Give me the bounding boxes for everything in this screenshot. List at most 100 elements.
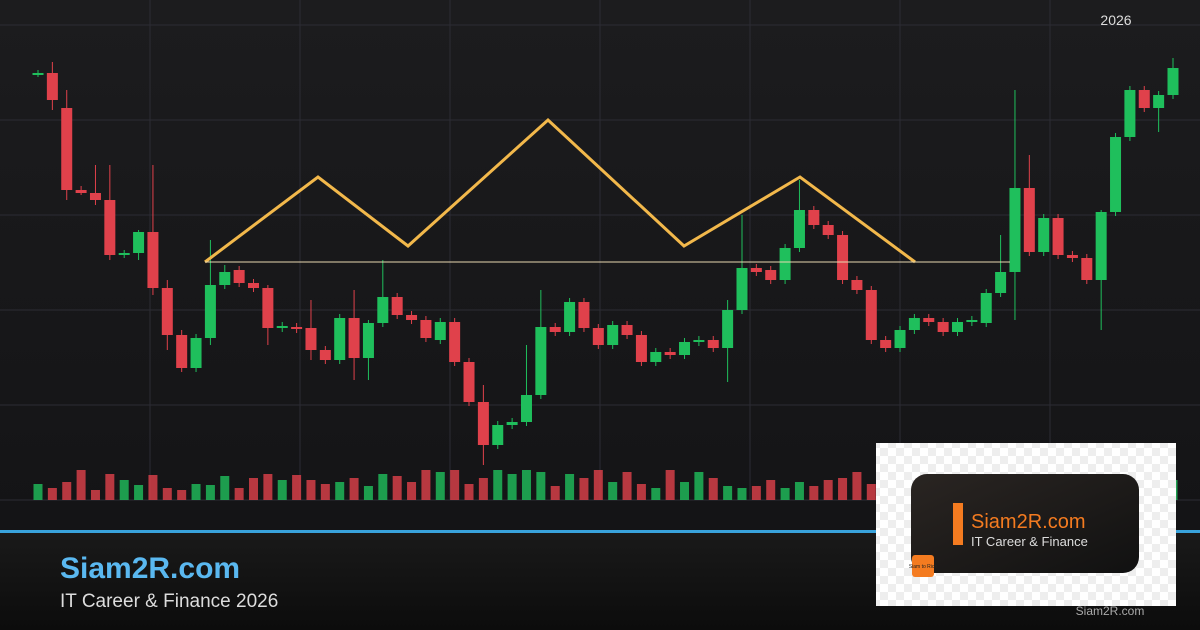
candle-body xyxy=(894,330,906,348)
candle-body xyxy=(319,350,331,360)
candle-body xyxy=(1138,90,1150,108)
volume-bar xyxy=(220,476,230,500)
candle-body xyxy=(305,328,317,350)
candle-body xyxy=(391,297,403,315)
volume-bar xyxy=(450,470,460,500)
watermark: Siam2R.com xyxy=(1076,604,1145,618)
volume-bar xyxy=(205,485,215,500)
volume-bar xyxy=(306,480,316,500)
candle-body xyxy=(1110,137,1122,212)
candle-body xyxy=(1066,255,1078,258)
candle-body xyxy=(1124,90,1136,137)
volume-bar xyxy=(234,488,244,500)
volume-bar xyxy=(292,475,302,500)
volume-bar xyxy=(277,480,287,500)
candle-body xyxy=(233,270,245,283)
candle-body xyxy=(147,232,159,288)
candle-body xyxy=(707,340,719,348)
candle-body xyxy=(995,272,1007,293)
volume-bar xyxy=(363,486,373,500)
volume-bar xyxy=(148,475,158,500)
candle-body xyxy=(176,335,188,368)
candle-body xyxy=(779,248,791,280)
volume-bar xyxy=(737,488,747,500)
candle-body xyxy=(851,280,863,290)
volume-bar xyxy=(823,480,833,500)
candle-body xyxy=(635,335,647,362)
badge-text: Siam to Rich xyxy=(909,564,938,570)
logo-name: Siam2R.com xyxy=(971,511,1085,533)
candle-body xyxy=(736,268,748,310)
volume-bar xyxy=(320,484,330,500)
volume-bar xyxy=(794,482,804,500)
candle-body xyxy=(908,318,920,330)
volume-bar xyxy=(162,488,172,500)
candle-body xyxy=(1038,218,1050,252)
volume-bar xyxy=(521,470,531,500)
volume-bar xyxy=(119,480,129,500)
volume-bar xyxy=(134,485,144,500)
candle-body xyxy=(808,210,820,225)
volume-bar xyxy=(76,470,86,500)
volume-bar xyxy=(665,470,675,500)
volume-bar xyxy=(651,488,661,500)
candle-body xyxy=(880,340,892,348)
candle-body xyxy=(75,190,87,193)
candle-body xyxy=(679,342,691,355)
volume-bar xyxy=(493,470,503,500)
volume-bar xyxy=(579,478,589,500)
volume-bar xyxy=(407,482,417,500)
volume-bar xyxy=(680,482,690,500)
brand-name: Siam2R.com xyxy=(60,552,240,585)
candle-body xyxy=(937,322,949,332)
volume-bar xyxy=(550,486,560,500)
candle-body xyxy=(276,326,288,328)
logo-bar xyxy=(953,503,963,545)
candle-body xyxy=(923,318,935,322)
candle-body xyxy=(750,268,762,272)
candle-body xyxy=(693,340,705,342)
candle-body xyxy=(592,328,604,345)
volume-bar xyxy=(507,474,517,500)
volume-bar xyxy=(392,476,402,500)
candle-body xyxy=(377,297,389,323)
candle-body xyxy=(133,232,145,253)
candle-body xyxy=(449,322,461,362)
accent-line xyxy=(0,530,1200,533)
candle-body xyxy=(607,325,619,345)
volume-bar xyxy=(780,488,790,500)
volume-bar xyxy=(105,474,115,500)
candle-body xyxy=(549,327,561,332)
candle-body xyxy=(463,362,475,402)
logo-badge xyxy=(912,555,934,577)
candle-body xyxy=(291,327,303,329)
logo-tagline: IT Career & Finance xyxy=(971,534,1088,549)
candle-body xyxy=(1081,258,1093,280)
candle-body xyxy=(865,290,877,340)
volume-bar xyxy=(263,474,273,500)
volume-bar xyxy=(593,470,603,500)
volume-bar xyxy=(622,472,632,500)
volume-bar xyxy=(751,486,761,500)
candle-body xyxy=(477,402,489,445)
candle-body xyxy=(578,302,590,328)
brand-tagline: IT Career & Finance 2026 xyxy=(60,591,278,612)
candle-body xyxy=(1052,218,1064,255)
candle-body xyxy=(535,327,547,395)
candle-body xyxy=(118,253,130,255)
candle-body xyxy=(822,225,834,235)
candle-body xyxy=(61,108,73,190)
candle-body xyxy=(837,235,849,280)
volume-bar xyxy=(565,474,575,500)
candle-body xyxy=(650,352,662,362)
volume-bar xyxy=(335,482,345,500)
candle-body xyxy=(362,323,374,358)
volume-bar xyxy=(708,478,718,500)
volume-bar xyxy=(536,472,546,500)
candle-body xyxy=(32,73,44,75)
candle-body xyxy=(664,352,676,355)
candle-body xyxy=(334,318,346,360)
volume-bar xyxy=(838,478,848,500)
volume-bar xyxy=(249,478,259,500)
